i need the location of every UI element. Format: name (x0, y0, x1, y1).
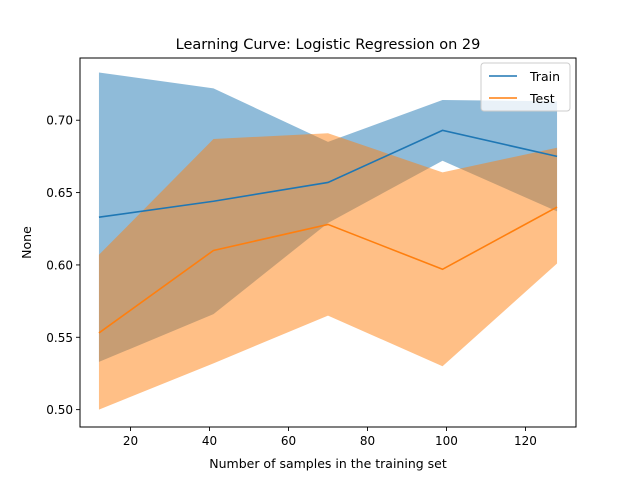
x-axis-ticks: 20 40 60 80 100 120 (123, 427, 537, 448)
y-axis-ticks: 0.50 0.55 0.60 0.65 0.70 (46, 114, 80, 417)
line-train (98, 129, 558, 218)
legend-label-test: Test (529, 91, 555, 106)
plot-frame (79, 57, 577, 428)
x-tick-label: 40 (202, 434, 217, 448)
x-tick-label: 60 (281, 434, 296, 448)
legend-box (480, 62, 571, 112)
x-tick-label: 100 (435, 434, 458, 448)
x-tick-label: 20 (123, 434, 138, 448)
y-axis-label: None (19, 226, 34, 259)
series-lines (98, 129, 558, 334)
confidence-bands (98, 72, 558, 410)
y-tick-label: 0.55 (46, 331, 73, 345)
legend: Train Test (480, 62, 571, 112)
band-test (98, 133, 558, 410)
legend-label-train: Train (529, 69, 560, 84)
y-tick-label: 0.50 (46, 403, 73, 417)
y-tick-label: 0.60 (46, 258, 73, 272)
line-test (98, 206, 558, 334)
y-tick-label: 0.65 (46, 186, 73, 200)
chart-title: Learning Curve: Logistic Regression on 2… (176, 37, 481, 53)
y-tick-label: 0.70 (46, 114, 73, 128)
x-axis-label: Number of samples in the training set (209, 456, 447, 471)
x-tick-label: 120 (514, 434, 537, 448)
x-tick-label: 80 (360, 434, 375, 448)
